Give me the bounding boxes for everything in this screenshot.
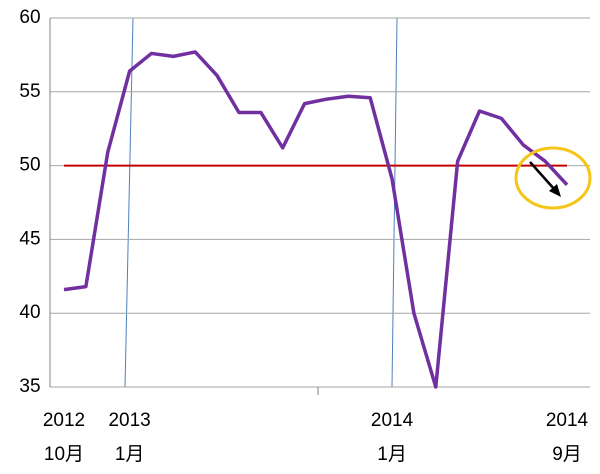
y-tick-label: 50: [19, 155, 40, 176]
data-line: [63, 50, 569, 389]
arrow-head: [549, 184, 561, 197]
x-tick-label: 2012: [43, 410, 85, 431]
marker-line: [124, 17, 134, 388]
x-tick-label: 2014: [371, 410, 414, 431]
y-tick-label: 35: [19, 376, 40, 397]
x-tick-label: 1月: [377, 444, 407, 465]
y-tick-label: 45: [19, 228, 40, 249]
y-tick-label: 40: [19, 302, 40, 323]
x-tick-label: 1月: [115, 444, 145, 465]
y-tick-label: 55: [19, 81, 40, 102]
x-tick-label: 2014: [546, 410, 589, 431]
highlight-circle: [514, 146, 592, 210]
x-tick-label: 10月: [44, 444, 84, 465]
y-tick-label: 60: [19, 7, 40, 28]
plot-area: 35 40 45 50 55 60 2012 10月 2013 1月 2014 1月 2014 9月: [19, 7, 590, 465]
x-tick-label: 2013: [108, 410, 150, 431]
x-tick-label: 9月: [552, 444, 582, 465]
arrow: [529, 161, 556, 191]
